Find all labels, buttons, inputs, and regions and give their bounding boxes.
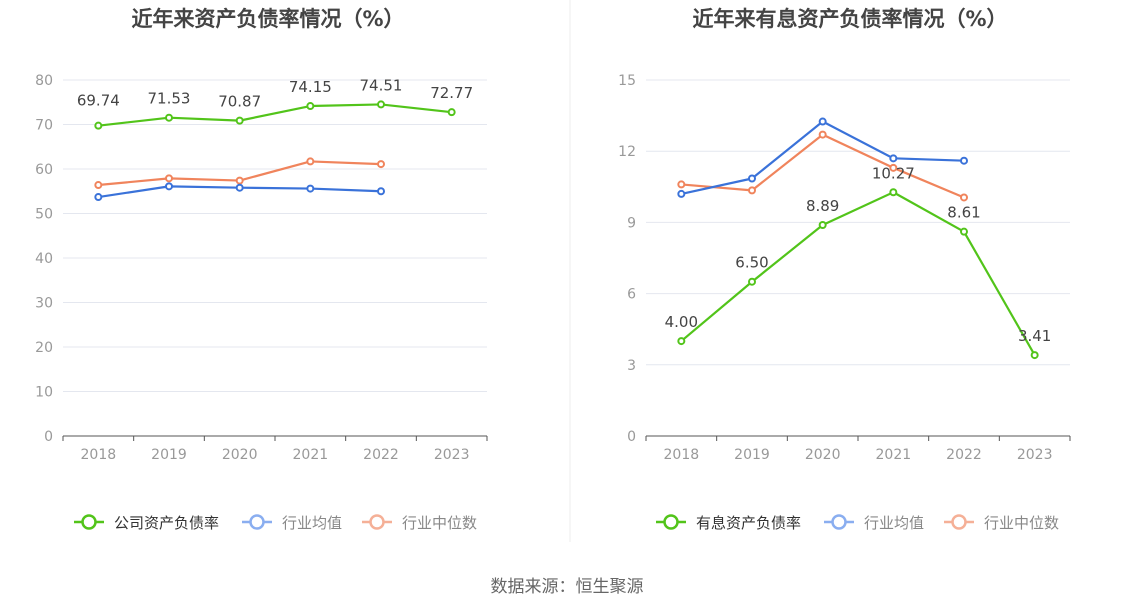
data-label: 8.89 (806, 197, 839, 215)
data-point-series-1 (94, 121, 103, 130)
data-point-series-1 (306, 102, 315, 111)
data-point-series-3 (818, 130, 827, 139)
data-label: 72.77 (430, 84, 473, 102)
data-point-series-1 (818, 221, 827, 230)
x-tick-label: 2019 (151, 447, 187, 463)
y-tick-label: 70 (35, 118, 53, 134)
x-tick-label: 2022 (946, 447, 982, 463)
data-point-series-2 (677, 189, 686, 198)
data-source-note: 数据来源：恒生聚源 (490, 577, 644, 597)
chart-1: 近年来资产负债率情况（%） 0 10 20 30 40 50 60 70 80 2018 2019 20… (35, 7, 488, 532)
y-tick-label: 30 (35, 296, 53, 312)
legend-item-1: 公司资产负债率 (74, 514, 219, 532)
x-tick-label: 2022 (363, 447, 399, 463)
data-point-series-3 (748, 186, 756, 195)
x-tick-label: 2021 (876, 447, 912, 463)
data-point-series-1 (748, 277, 756, 286)
data-label: 71.53 (148, 90, 191, 108)
data-point-series-2 (960, 156, 968, 165)
y-tick-label: 6 (627, 287, 636, 303)
legend-marker (249, 514, 265, 530)
y-tick-label: 0 (44, 429, 53, 445)
x-tick-label: 2021 (293, 447, 329, 463)
legend-label: 行业均值 (282, 514, 342, 532)
y-tick-label: 40 (35, 251, 53, 267)
data-point-series-1 (165, 113, 173, 122)
data-label: 4.00 (665, 313, 698, 331)
chart-title: 近年来资产负债率情况（%） (131, 7, 404, 31)
data-label: 74.51 (360, 76, 403, 94)
y-tick-label: 50 (35, 207, 53, 223)
legend-marker (663, 514, 679, 530)
chart-title: 近年来有息资产负债率情况（%） (692, 7, 1007, 31)
data-point-series-1 (235, 116, 244, 125)
legend-item-1: 有息资产负债率 (656, 514, 801, 532)
data-point-series-3 (377, 160, 385, 169)
data-point-series-3 (889, 163, 898, 172)
data-point-series-3 (306, 157, 315, 166)
x-tick-label: 2019 (734, 447, 770, 463)
legend-label: 行业中位数 (402, 514, 477, 532)
legend-label: 有息资产负债率 (696, 514, 801, 532)
data-point-series-2 (818, 117, 827, 126)
data-label: 70.87 (218, 93, 261, 111)
data-point-series-1 (447, 108, 456, 117)
y-tick-label: 60 (35, 162, 53, 178)
legend-label: 公司资产负债率 (114, 514, 219, 532)
legend-marker (831, 514, 847, 530)
legend-marker (369, 514, 385, 530)
data-point-series-3 (960, 193, 968, 202)
y-tick-label: 9 (627, 215, 636, 231)
series-line-3 (681, 133, 965, 199)
legend-item-3: 行业中位数 (362, 514, 477, 532)
legend-marker (951, 514, 967, 530)
data-point-series-2 (377, 187, 385, 196)
legend-label: 行业中位数 (984, 514, 1059, 532)
series-line-1 (98, 103, 452, 127)
data-point-series-1 (1030, 351, 1039, 360)
legend-item-2: 行业均值 (824, 514, 924, 532)
data-point-series-2 (165, 182, 173, 191)
data-point-series-1 (889, 188, 898, 197)
y-tick-label: 20 (35, 340, 53, 356)
legend-item-2: 行业均值 (242, 514, 342, 532)
y-tick-label: 15 (618, 73, 636, 89)
y-tick-label: 80 (35, 73, 53, 89)
data-point-series-1 (960, 227, 968, 236)
data-point-series-1 (377, 100, 385, 109)
data-point-series-2 (235, 183, 244, 192)
y-tick-label: 10 (35, 385, 53, 401)
y-tick-label: 3 (627, 358, 636, 374)
x-tick-label: 2023 (434, 447, 470, 463)
data-label: 74.15 (289, 78, 332, 96)
data-point-series-2 (748, 174, 756, 183)
data-point-series-3 (235, 176, 244, 185)
legend-marker (81, 514, 97, 530)
data-point-series-2 (306, 184, 315, 193)
legend-item-3: 行业中位数 (944, 514, 1059, 532)
x-tick-label: 2018 (81, 447, 117, 463)
chart-2: 近年来有息资产负债率情况（%） 0 3 6 9 12 15 2018 2019 2020 2021 2… (618, 7, 1071, 532)
data-point-series-2 (94, 193, 103, 202)
legend-label: 行业均值 (864, 514, 924, 532)
data-point-series-1 (677, 337, 686, 346)
y-tick-label: 12 (618, 144, 636, 160)
data-point-series-3 (94, 181, 103, 190)
data-label: 10.27 (872, 164, 915, 182)
y-tick-label: 0 (627, 429, 636, 445)
data-label: 8.61 (947, 204, 980, 222)
series-line-1 (680, 191, 1036, 356)
x-tick-label: 2020 (222, 447, 258, 463)
data-label: 69.74 (77, 92, 120, 110)
data-label: 6.50 (735, 254, 768, 272)
data-point-series-2 (889, 154, 898, 163)
data-label: 3.41 (1018, 327, 1051, 345)
x-tick-label: 2023 (1017, 447, 1053, 463)
x-tick-label: 2020 (805, 447, 841, 463)
data-point-series-3 (677, 180, 686, 189)
data-point-series-3 (165, 174, 173, 183)
x-tick-label: 2018 (664, 447, 700, 463)
